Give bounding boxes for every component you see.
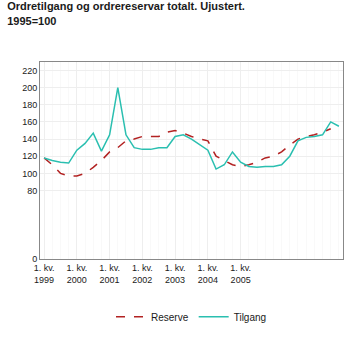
svg-text:220: 220 [22,66,37,76]
svg-text:1. kv.2004: 1. kv.2004 [197,263,218,285]
svg-text:1. kv.2001: 1. kv.2001 [99,263,120,285]
svg-text:1. kv.2003: 1. kv.2003 [165,263,186,285]
svg-text:Reserve: Reserve [151,312,189,323]
svg-text:1. kv.2002: 1. kv.2002 [132,263,153,285]
svg-text:Tilgang: Tilgang [234,312,266,323]
svg-text:200: 200 [22,83,37,93]
svg-text:100: 100 [22,169,37,179]
svg-text:140: 140 [22,134,37,144]
svg-text:80: 80 [27,186,37,196]
svg-text:180: 180 [22,100,37,110]
svg-text:1. kv.2005: 1. kv.2005 [230,263,251,285]
svg-text:160: 160 [22,117,37,127]
svg-text:1. kv.1999: 1. kv.1999 [34,263,55,285]
svg-text:0: 0 [32,254,37,264]
svg-text:1. kv.2000: 1. kv.2000 [66,263,87,285]
svg-text:Ordretilgang og ordrereservar: Ordretilgang og ordrereservar totalt. Uj… [7,0,245,26]
svg-text:120: 120 [22,151,37,161]
